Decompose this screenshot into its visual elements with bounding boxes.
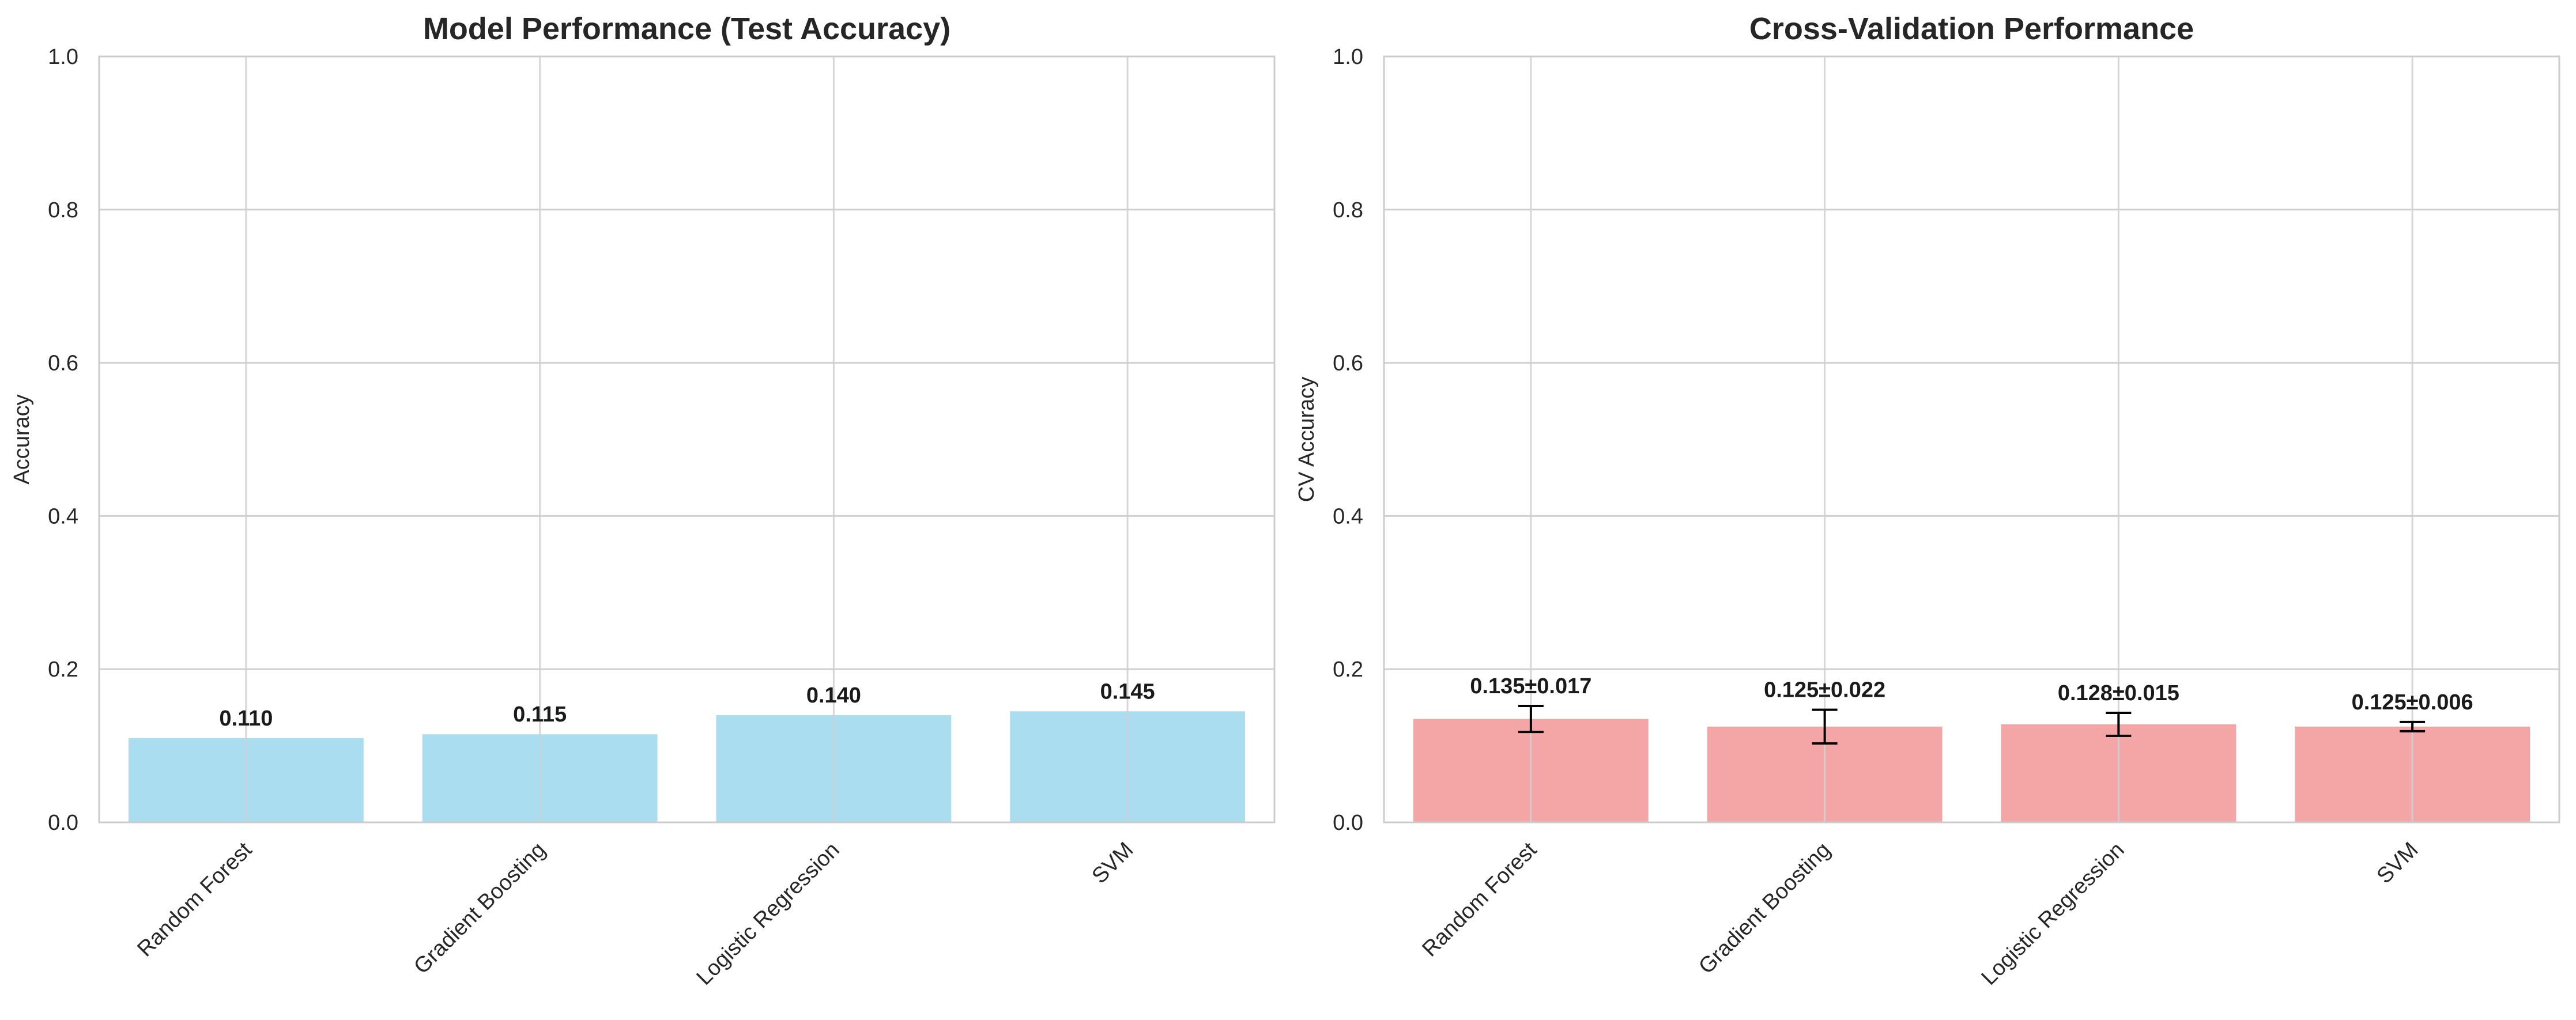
value-label: 0.115 xyxy=(513,702,567,727)
value-label: 0.140 xyxy=(806,683,861,708)
chart-title: Model Performance (Test Accuracy) xyxy=(423,12,951,46)
value-label: 0.128±0.015 xyxy=(2058,681,2179,705)
y-tick-label: 0.2 xyxy=(1333,658,1363,682)
value-labels: 0.135±0.017 0.125±0.022 0.128±0.015 0.125±0… xyxy=(1470,674,2473,715)
y-tick-label: 0.4 xyxy=(1333,504,1363,528)
value-label: 0.145 xyxy=(1100,679,1155,704)
x-tick-label: SVM xyxy=(2373,838,2423,889)
y-tick-label: 0.8 xyxy=(1333,198,1363,222)
x-tick-label: SVM xyxy=(1088,838,1138,889)
tick-labels: 0.0 0.2 0.4 0.6 0.8 1.0 Random Forest Gradient … xyxy=(1333,45,2423,990)
test-accuracy-chart: Model Performance (Test Accuracy) Accura… xyxy=(10,12,1276,990)
y-tick-label: 0.8 xyxy=(48,198,78,222)
y-tick-label: 1.0 xyxy=(48,45,78,69)
bars xyxy=(1413,719,2530,822)
y-tick-label: 0.0 xyxy=(1333,811,1363,835)
x-tick-label: Random Forest xyxy=(1417,837,1541,961)
x-tick-label: Gradient Boosting xyxy=(1694,838,1835,979)
bars xyxy=(128,711,1246,822)
vertical-grid xyxy=(1530,56,2413,822)
value-label: 0.125±0.022 xyxy=(1764,678,1885,702)
error-bars xyxy=(1518,704,2426,745)
cv-accuracy-chart: Cross-Validation Performance CV Accuracy… xyxy=(1295,12,2560,990)
grid xyxy=(99,55,1274,823)
x-tick-label: Logistic Regression xyxy=(1977,838,2129,990)
y-tick-label: 0.0 xyxy=(48,811,78,835)
tick-labels: 0.0 0.2 0.4 0.6 0.8 1.0 Random Forest Gradient … xyxy=(48,45,1138,990)
x-tick-label: Random Forest xyxy=(133,837,257,961)
x-tick-label: Gradient Boosting xyxy=(409,838,550,979)
plot-frame xyxy=(98,55,1276,823)
plot-frame xyxy=(1383,55,2560,823)
y-tick-label: 0.6 xyxy=(1333,352,1363,376)
value-label: 0.135±0.017 xyxy=(1470,674,1591,698)
chart-title: Cross-Validation Performance xyxy=(1749,12,2194,46)
vertical-grid xyxy=(245,56,1129,822)
value-labels: 0.110 0.115 0.140 0.145 xyxy=(219,679,1155,731)
value-label: 0.110 xyxy=(219,707,273,731)
y-tick-label: 1.0 xyxy=(1333,45,1363,69)
y-tick-label: 0.2 xyxy=(48,658,78,682)
x-tick-label: Logistic Regression xyxy=(692,838,844,990)
value-label: 0.125±0.006 xyxy=(2352,690,2473,715)
y-tick-label: 0.4 xyxy=(48,504,78,528)
y-axis-label: CV Accuracy xyxy=(1295,377,1319,503)
y-axis-label: Accuracy xyxy=(10,394,34,484)
y-tick-label: 0.6 xyxy=(48,352,78,376)
